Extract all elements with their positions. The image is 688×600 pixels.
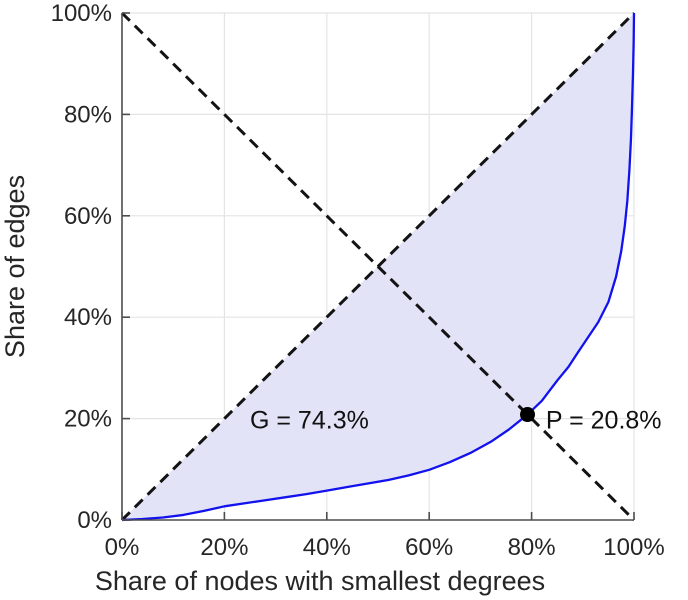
y-tick-label: 100% [51,0,112,27]
x-tick-label: 0% [105,534,140,561]
p-label: P = 20.8% [546,407,662,435]
lorenz-curve-line [121,12,636,522]
x-tick-label: 100% [603,534,664,561]
anti-diagonal-line [120,11,636,522]
x-tick-label: 20% [200,534,248,561]
intersection-point-marker [520,407,536,423]
x-tick-label: 60% [405,534,453,561]
gini-label: G = 74.3% [250,407,369,435]
y-tick-label: 60% [64,203,112,230]
y-tick-label: 80% [64,101,112,128]
y-tick-label: 20% [64,406,112,433]
y-tick-label: 40% [64,304,112,331]
x-tick-label: 80% [508,534,556,561]
x-tick-label: 40% [303,534,351,561]
y-axis-title: Share of edges [0,175,30,358]
y-tick-label: 0% [77,507,112,534]
x-axis-title: Share of nodes with smallest degrees [95,566,545,596]
